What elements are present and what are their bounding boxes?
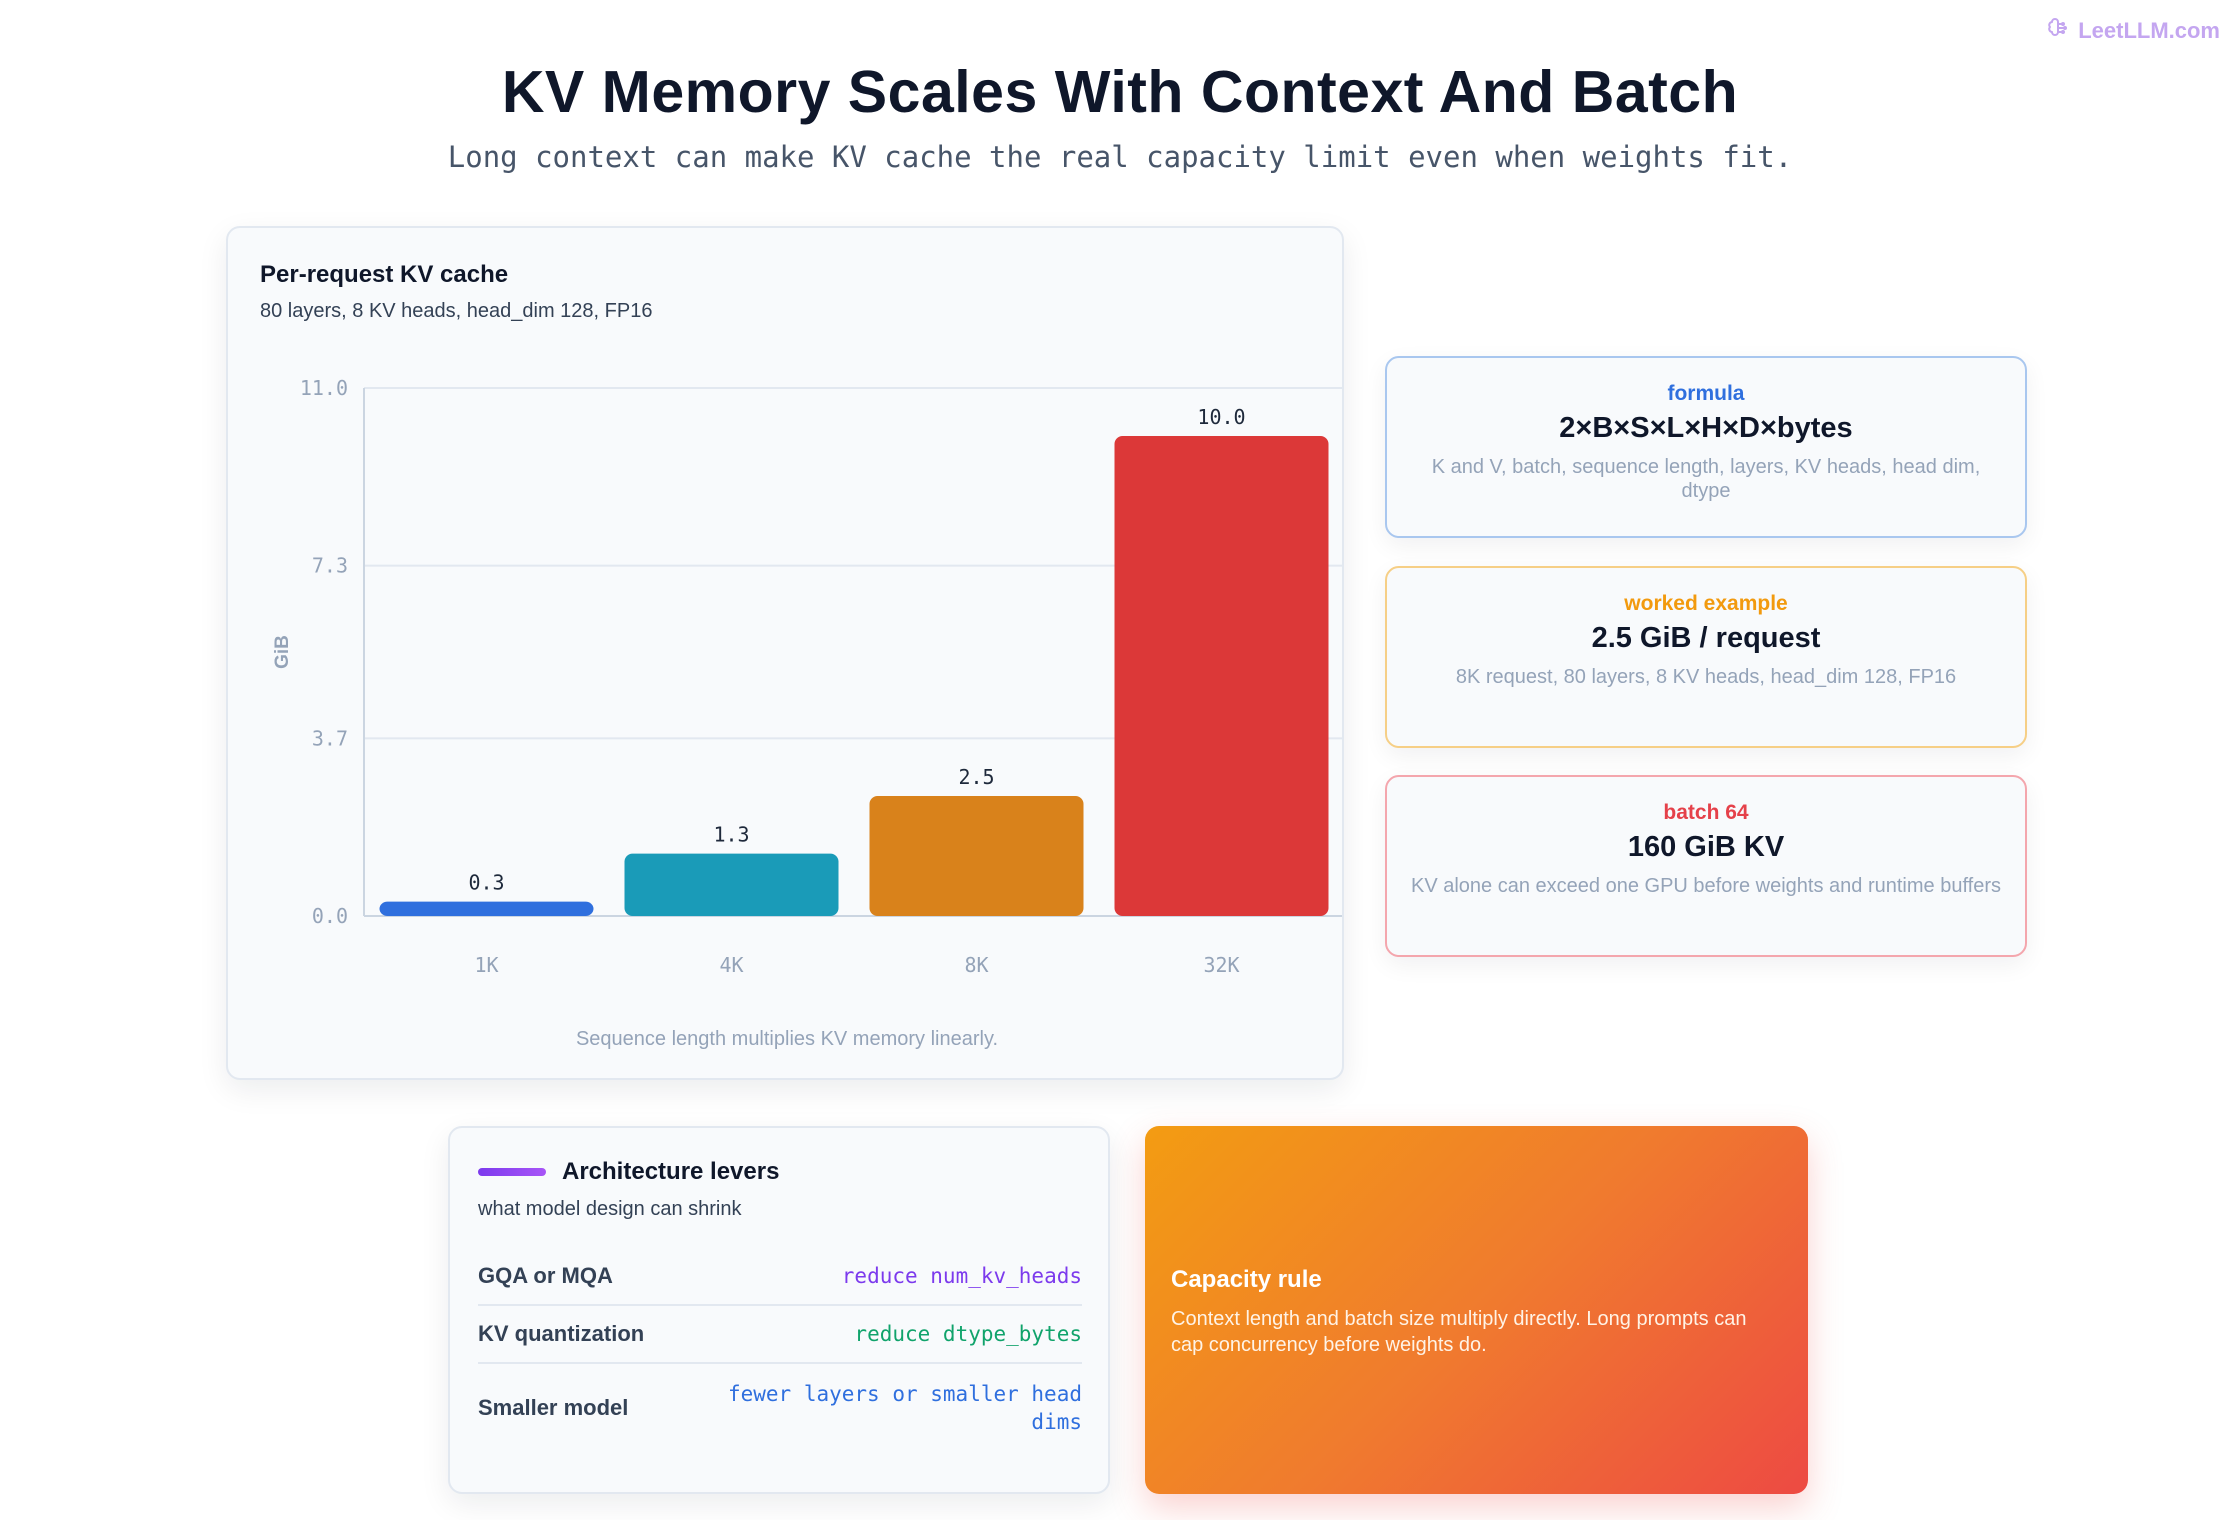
worked-example-desc: 8K request, 80 layers, 8 KV heads, head_…: [1455, 666, 1957, 688]
architecture-levers-card: Architecture levers what model design ca…: [448, 1126, 1110, 1494]
bar-chart: 0.0 3.7 7.3 11.0 GiB 0.3 1K 1.3 4K 2.5 8K 10.0 32K: [272, 376, 1342, 977]
batch-headline: 160 GiB KV: [1627, 831, 1785, 863]
capacity-text: Context length and batch size multiply d…: [1171, 1308, 1747, 1356]
bar-value-label: 2.5: [958, 765, 994, 789]
chart-title: Per-request KV cache: [260, 261, 509, 288]
bar-32k: [1114, 436, 1329, 916]
formula-headline: 2×B×S×L×H×D×bytes: [1559, 412, 1853, 444]
worked-example-headline: 2.5 GiB / request: [1591, 622, 1821, 654]
y-axis-title: GiB: [272, 635, 293, 669]
y-tick-label: 11.0: [300, 376, 348, 400]
chart-card: Per-request KV cache 80 layers, 8 KV hea…: [226, 226, 1344, 1080]
batch-kicker: batch 64: [1663, 801, 1749, 824]
x-tick-label: 8K: [964, 953, 988, 977]
page-subtitle: Long context can make KV cache the real …: [447, 140, 1793, 174]
formula-card: formula 2×B×S×L×H×D×bytes K and V, batch…: [1385, 356, 2027, 538]
bar-1k: [379, 901, 594, 916]
y-tick-label: 7.3: [312, 554, 348, 578]
x-tick-label: 4K: [719, 953, 743, 977]
lever-value: fewer layers or smaller head dims: [727, 1382, 1082, 1434]
x-tick-label: 1K: [474, 953, 498, 977]
y-tick-label: 0.0: [312, 904, 348, 928]
lever-value: reduce dtype_bytes: [854, 1322, 1082, 1346]
capacity-rule-card: Capacity rule Context length and batch s…: [1145, 1126, 1808, 1494]
brain-icon: [2046, 16, 2070, 46]
batch-desc: KV alone can exceed one GPU before weigh…: [1411, 875, 2001, 897]
batch-card: batch 64 160 GiB KV KV alone can exceed …: [1385, 775, 2027, 957]
formula-kicker: formula: [1667, 382, 1745, 405]
brand[interactable]: LeetLLM.com: [2046, 16, 2220, 46]
worked-example-kicker: worked example: [1624, 592, 1788, 615]
levers-title: Architecture levers: [562, 1158, 780, 1185]
bar-value-label: 1.3: [713, 823, 749, 847]
brand-name: LeetLLM.com: [2078, 18, 2220, 43]
lever-name: GQA or MQA: [478, 1263, 613, 1288]
levers-subtitle: what model design can shrink: [478, 1198, 742, 1220]
lever-name: Smaller model: [478, 1395, 629, 1420]
page-title: KV Memory Scales With Context And Batch: [501, 59, 1739, 125]
bar-value-label: 0.3: [468, 871, 504, 895]
lever-row: KV quantization reduce dtype_bytes: [478, 1306, 1082, 1364]
lever-name: KV quantization: [478, 1321, 645, 1346]
lever-value: reduce num_kv_heads: [841, 1264, 1082, 1288]
lever-row: Smaller model fewer layers or smaller he…: [478, 1364, 1082, 1452]
lever-row: GQA or MQA reduce num_kv_heads: [478, 1248, 1082, 1306]
bar-8k: [869, 796, 1084, 916]
bar-4k: [624, 853, 839, 916]
bar-value-label: 10.0: [1197, 405, 1245, 429]
chart-subtitle: 80 layers, 8 KV heads, head_dim 128, FP1…: [260, 300, 653, 322]
accent-bar: [478, 1168, 546, 1176]
x-tick-label: 32K: [1203, 953, 1239, 977]
worked-example-card: worked example 2.5 GiB / request 8K requ…: [1385, 566, 2027, 748]
capacity-title: Capacity rule: [1171, 1266, 1322, 1293]
y-tick-label: 3.7: [312, 726, 348, 750]
formula-desc: K and V, batch, sequence length, layers,…: [1431, 456, 1981, 502]
chart-note: Sequence length multiplies KV memory lin…: [575, 1028, 999, 1050]
